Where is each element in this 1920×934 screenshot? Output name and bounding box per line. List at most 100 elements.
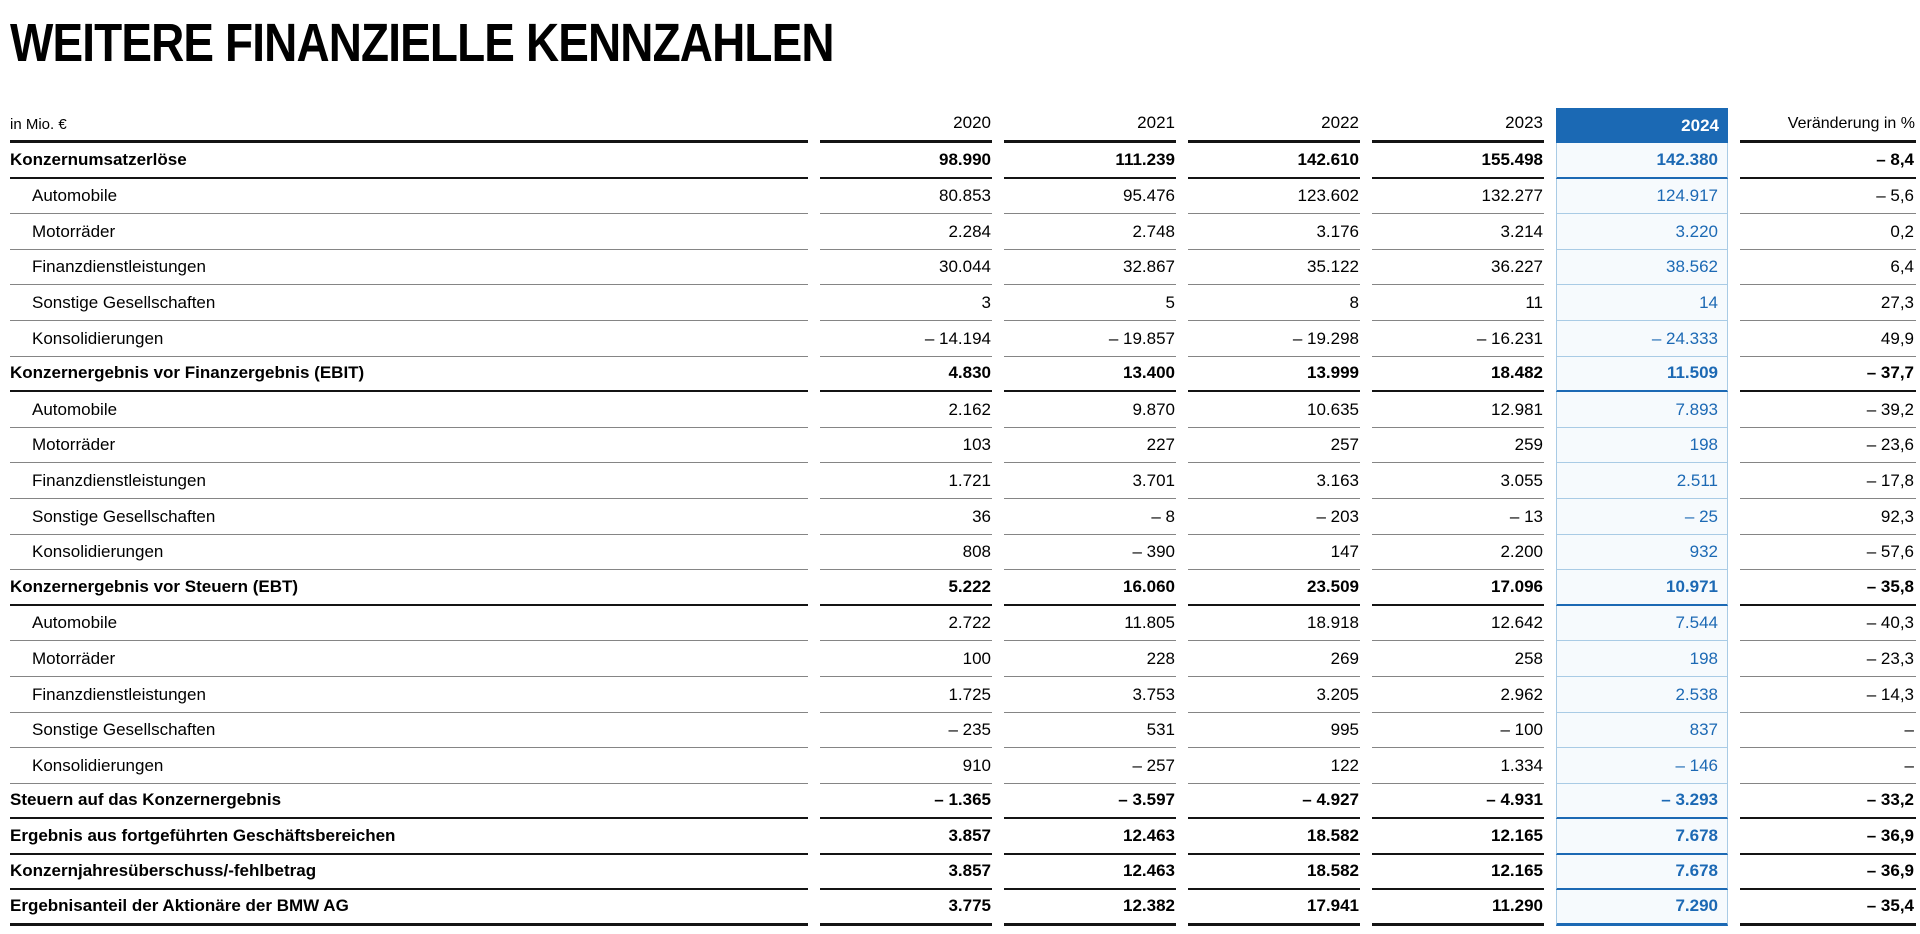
table-row: Automobile 2.722 11.805 18.918 12.642 7.…	[10, 605, 1916, 642]
cell-2022: – 4.927	[1188, 784, 1360, 820]
cell-2023: – 100	[1372, 713, 1544, 749]
cell-2022: 23.509	[1188, 570, 1360, 606]
cell-2022: 123.602	[1188, 179, 1360, 215]
table-row: Konsolidierungen 808 – 390 147 2.200 932…	[10, 534, 1916, 571]
table-row: Sonstige Gesellschaften 3 5 8 11 14 27,3	[10, 285, 1916, 321]
row-label: Automobile	[10, 606, 808, 642]
table-row: Konzernergebnis vor Steuern (EBT) 5.222 …	[10, 570, 1916, 606]
table-row: Finanzdienstleistungen 1.721 3.701 3.163…	[10, 463, 1916, 499]
cell-2024-highlighted: 7.893	[1556, 392, 1728, 428]
cell-2023: 36.227	[1372, 250, 1544, 286]
cell-2021: – 3.597	[1004, 784, 1176, 820]
row-label: Konzernumsatzerlöse	[10, 143, 808, 179]
table-row: Steuern auf das Konzernergebnis – 1.365 …	[10, 783, 1916, 820]
table-row: Motorräder 2.284 2.748 3.176 3.214 3.220…	[10, 214, 1916, 250]
cell-2023: 11	[1372, 285, 1544, 321]
cell-2020: 103	[820, 428, 992, 464]
table-row: Ergebnis aus fortgeführten Geschäftsbere…	[10, 819, 1916, 855]
cell-2022: 17.941	[1188, 890, 1360, 927]
table-row: Sonstige Gesellschaften 36 – 8 – 203 – 1…	[10, 498, 1916, 535]
cell-2024-highlighted: 142.380	[1556, 143, 1728, 179]
cell-2020: 2.162	[820, 392, 992, 428]
cell-2020: 4.830	[820, 357, 992, 393]
cell-2020: 98.990	[820, 143, 992, 179]
row-label: Konsolidierungen	[10, 748, 808, 784]
table-row: Motorräder 100 228 269 258 198 – 23,3	[10, 641, 1916, 677]
cell-2022: 35.122	[1188, 250, 1360, 286]
cell-change: 49,9	[1740, 321, 1916, 357]
cell-2024-highlighted: 14	[1556, 285, 1728, 321]
cell-change: – 57,6	[1740, 535, 1916, 571]
cell-change: – 33,2	[1740, 784, 1916, 820]
col-header-2022: 2022	[1188, 108, 1360, 143]
cell-change: 92,3	[1740, 499, 1916, 535]
cell-2022: 3.176	[1188, 214, 1360, 250]
cell-2021: – 257	[1004, 748, 1176, 784]
cell-2021: 3.753	[1004, 677, 1176, 713]
cell-2022: 3.163	[1188, 463, 1360, 499]
row-label: Automobile	[10, 392, 808, 428]
cell-2021: 11.805	[1004, 606, 1176, 642]
cell-change: – 23,3	[1740, 641, 1916, 677]
cell-change: – 14,3	[1740, 677, 1916, 713]
cell-2024-highlighted: 7.678	[1556, 819, 1728, 855]
col-header-2020: 2020	[820, 108, 992, 143]
cell-2022: – 203	[1188, 499, 1360, 535]
table-header-row: in Mio. € 2020 2021 2022 2023 2024 Verän…	[10, 108, 1916, 143]
cell-2024-highlighted: 932	[1556, 534, 1728, 571]
cell-2021: 5	[1004, 285, 1176, 321]
cell-2022: 269	[1188, 641, 1360, 677]
row-label: Konzernergebnis vor Steuern (EBT)	[10, 570, 808, 606]
cell-2021: 12.382	[1004, 890, 1176, 927]
cell-2023: 12.981	[1372, 392, 1544, 428]
cell-2023: 3.214	[1372, 214, 1544, 250]
cell-2023: 258	[1372, 641, 1544, 677]
row-label: Motorräder	[10, 214, 808, 250]
cell-2020: 1.725	[820, 677, 992, 713]
table-row: Sonstige Gesellschaften – 235 531 995 – …	[10, 712, 1916, 749]
unit-label: in Mio. €	[10, 108, 808, 143]
table-row: Konzernjahresüberschuss/-fehlbetrag 3.85…	[10, 854, 1916, 891]
financial-table: in Mio. € 2020 2021 2022 2023 2024 Verän…	[0, 108, 1920, 927]
cell-2020: 1.721	[820, 463, 992, 499]
cell-2024-highlighted: 7.544	[1556, 605, 1728, 642]
cell-2021: 16.060	[1004, 570, 1176, 606]
cell-2020: 2.722	[820, 606, 992, 642]
cell-2023: 12.642	[1372, 606, 1544, 642]
cell-2023: 155.498	[1372, 143, 1544, 179]
cell-change: –	[1740, 748, 1916, 784]
row-label: Sonstige Gesellschaften	[10, 285, 808, 321]
row-label: Konzernjahresüberschuss/-fehlbetrag	[10, 855, 808, 891]
cell-2024-highlighted: 7.290	[1556, 890, 1728, 927]
row-label: Finanzdienstleistungen	[10, 463, 808, 499]
row-label: Ergebnisanteil der Aktionäre der BMW AG	[10, 890, 808, 927]
cell-2023: 259	[1372, 428, 1544, 464]
cell-change: – 5,6	[1740, 179, 1916, 215]
cell-2023: 17.096	[1372, 570, 1544, 606]
cell-2024-highlighted: – 24.333	[1556, 320, 1728, 357]
cell-2024-highlighted: 2.538	[1556, 676, 1728, 713]
row-label: Steuern auf das Konzernergebnis	[10, 784, 808, 820]
cell-2024-highlighted: 38.562	[1556, 249, 1728, 286]
cell-2024-highlighted: 7.678	[1556, 854, 1728, 891]
row-label: Sonstige Gesellschaften	[10, 499, 808, 535]
financial-table-wrap: in Mio. € 2020 2021 2022 2023 2024 Verän…	[10, 108, 1916, 927]
cell-change: 0,2	[1740, 214, 1916, 250]
cell-2020: 3.857	[820, 855, 992, 891]
cell-2022: 3.205	[1188, 677, 1360, 713]
cell-2020: 3	[820, 285, 992, 321]
cell-2022: – 19.298	[1188, 321, 1360, 357]
cell-change: 6,4	[1740, 250, 1916, 286]
cell-2023: 2.200	[1372, 535, 1544, 571]
cell-2021: 531	[1004, 713, 1176, 749]
cell-2021: 95.476	[1004, 179, 1176, 215]
col-header-2024-highlighted: 2024	[1556, 108, 1728, 143]
cell-2021: 228	[1004, 641, 1176, 677]
cell-2021: 3.701	[1004, 463, 1176, 499]
cell-2023: 11.290	[1372, 890, 1544, 927]
cell-2022: 13.999	[1188, 357, 1360, 393]
cell-change: –	[1740, 713, 1916, 749]
table-row: Ergebnisanteil der Aktionäre der BMW AG …	[10, 890, 1916, 927]
cell-2021: 12.463	[1004, 855, 1176, 891]
